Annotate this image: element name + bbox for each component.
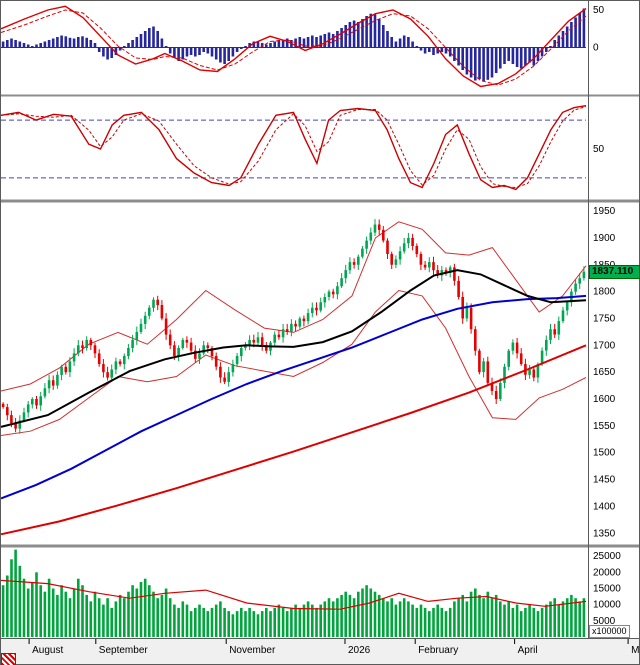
ma-fast-black-line <box>0 269 587 428</box>
axis-tick-label: 1400 <box>593 501 616 512</box>
month-label: September <box>99 645 149 656</box>
axis-tick-label: 50 <box>593 5 605 16</box>
axis-tick-label: 1550 <box>593 421 616 432</box>
axis-tick-label: 1500 <box>593 448 616 459</box>
macd-line <box>0 5 587 88</box>
bollinger-lower-band <box>0 289 587 436</box>
macd-histogram <box>1 8 586 82</box>
axis-tick-label: 0 <box>593 43 599 54</box>
axis-tick-label: 1750 <box>593 313 616 324</box>
last-price-tag: 1837.110 <box>589 265 640 279</box>
macd-signal-line <box>0 9 587 86</box>
axis-tick-label: 1700 <box>593 340 616 351</box>
stochastic-d-line <box>0 106 587 189</box>
price-chart <box>0 219 587 536</box>
volume-chart <box>0 549 587 637</box>
stochastic-k-line <box>0 105 587 191</box>
axis-tick-label: 25000 <box>593 551 621 562</box>
time-axis[interactable]: August September November 2026 February April… <box>0 638 640 665</box>
stochastic-oscillator <box>0 105 587 191</box>
month-label: M <box>631 645 639 656</box>
month-label: 2026 <box>348 645 371 656</box>
axis-tick-label: 1950 <box>593 206 616 217</box>
right-axis: 5005019501900185018001750170016501600155… <box>593 5 621 627</box>
axis-tick-label: 10000 <box>593 600 621 611</box>
ma-medium-blue-line <box>0 294 587 500</box>
axis-tick-label: 50 <box>593 144 605 155</box>
volume-panel[interactable] <box>1 548 586 637</box>
axis-tick-label: 20000 <box>593 567 621 578</box>
axis-tick-label: 1800 <box>593 287 616 298</box>
axis-tick-label: 1600 <box>593 394 616 405</box>
volume-ma-line <box>0 579 587 610</box>
macd-indicator <box>0 5 587 88</box>
axis-tick-label: 1350 <box>593 528 616 539</box>
month-label: November <box>229 645 276 656</box>
axis-tick-label: 5000 <box>593 616 616 627</box>
panel-separator[interactable] <box>0 94 640 97</box>
month-label: February <box>418 645 458 656</box>
axis-tick-label: 1650 <box>593 367 616 378</box>
panel-separator[interactable] <box>0 199 640 203</box>
month-label: April <box>518 645 538 656</box>
volume-bars <box>1 549 586 637</box>
axis-tick-label: 1450 <box>593 475 616 486</box>
axis-tick-label: 15000 <box>593 583 621 594</box>
axis-tick-label: 1900 <box>593 233 616 244</box>
ma-slow-red-line <box>0 344 587 536</box>
axis-origin-marker <box>1 653 16 665</box>
price-panel[interactable] <box>1 203 586 544</box>
bollinger-upper-band <box>0 221 587 392</box>
volume-unit-label: x100000 <box>589 625 630 638</box>
panel-separator[interactable] <box>0 544 640 548</box>
month-label: August <box>32 645 63 656</box>
